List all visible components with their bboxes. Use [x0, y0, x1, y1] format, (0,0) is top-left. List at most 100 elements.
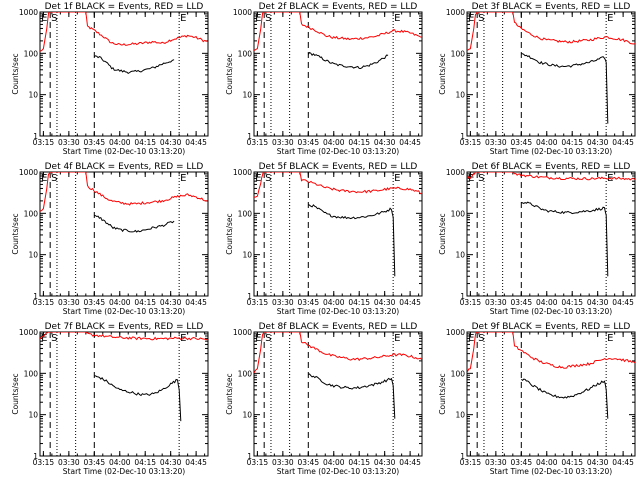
panel-7-xtick-label: 03:15 [33, 458, 55, 467]
panel-8-marker-e-2: E [394, 333, 400, 344]
panel-4-ytick-label: 1 [33, 292, 38, 301]
panel-5-ytick-label: 1000 [233, 168, 252, 177]
panel-2-xtick-label: 04:15 [348, 138, 370, 147]
panel-1-xtick-label: 04:45 [185, 138, 207, 147]
panel-1-ytick-label: 100 [24, 49, 39, 58]
panel-4-xtick-label: 04:30 [160, 298, 182, 307]
panel-8-marker-e-0: E [255, 333, 261, 344]
panel-4-title: Det 4f BLACK = Events, RED = LLD [45, 162, 204, 172]
panel-3-ytick-label: 1000 [446, 8, 465, 17]
panel-3-xtick-label: 03:30 [485, 138, 507, 147]
panel-8-xlabel: Start Time (02-Dec-10 03:13:20) [277, 467, 399, 476]
panel-7-xtick-label: 03:45 [83, 458, 105, 467]
panel-5-lld-line [254, 172, 422, 198]
panel-8-xtick-label: 04:00 [323, 458, 345, 467]
panel-7-marker-e-0: E [41, 333, 47, 344]
panel-9-ytick-label: 1 [460, 452, 465, 461]
panel-2-xlabel: Start Time (02-Dec-10 03:13:20) [277, 147, 399, 156]
panel-1-xtick-label: 04:00 [109, 138, 131, 147]
panel-5-series-group [254, 172, 422, 277]
panel-8-frame [253, 331, 423, 457]
panel-5-xtick-label: 03:30 [272, 298, 294, 307]
panel-9-xtick-label: 03:45 [510, 458, 532, 467]
panel-9-xtick-label: 04:15 [561, 458, 583, 467]
panel-3-marker-s-1: S [478, 13, 484, 24]
panel-9-title: Det 9f BLACK = Events, RED = LLD [472, 322, 631, 332]
panel-4-ylabel: Counts/sec [11, 213, 20, 254]
panel-9-xtick-label: 04:45 [612, 458, 634, 467]
panel-9-frame [466, 331, 636, 457]
panel-3-frame [466, 11, 636, 137]
panel-1-ylabel: Counts/sec [11, 53, 20, 94]
panel-1-title: Det 1f BLACK = Events, RED = LLD [45, 2, 204, 12]
panel-2-marker-e-0: E [255, 13, 261, 24]
panel-5-xlabel: Start Time (02-Dec-10 03:13:20) [277, 307, 399, 316]
panel-9-xtick-label: 03:15 [460, 458, 482, 467]
panel-1-marker-e-0: E [41, 13, 47, 24]
panel-6-ytick-label: 100 [451, 209, 466, 218]
panel-2-xtick-label: 03:15 [247, 138, 269, 147]
panel-1-xlabel: Start Time (02-Dec-10 03:13:20) [63, 147, 185, 156]
panel-9-events-line [521, 378, 609, 419]
panel-9: Det 9f BLACK = Events, RED = LLD 1 10 100 10… [438, 322, 636, 476]
panel-3-xtick-label: 04:15 [561, 138, 583, 147]
panel-2-lld-line [254, 12, 422, 51]
panel-5-xtick-label: 03:15 [247, 298, 269, 307]
panel-1-xtick-label: 03:45 [83, 138, 105, 147]
panel-8-xtick-label: 04:45 [399, 458, 421, 467]
panel-2-ytick-label: 10 [242, 91, 252, 100]
panel-5-xtick-label: 04:30 [374, 298, 396, 307]
panel-5-title: Det 5f BLACK = Events, RED = LLD [259, 162, 418, 172]
panel-2-ytick-label: 1 [247, 132, 252, 141]
panel-6-xtick-label: 04:45 [612, 298, 634, 307]
panel-5-xtick-label: 03:45 [297, 298, 319, 307]
panel-6-xtick-label: 03:45 [510, 298, 532, 307]
panel-2-marker-e-2: E [394, 13, 400, 24]
panel-9-lld-line [467, 332, 635, 373]
panel-3-xtick-label: 03:15 [460, 138, 482, 147]
panel-7-xtick-label: 04:45 [185, 458, 207, 467]
panel-6-series-group [467, 172, 635, 277]
panel-7-marker-s-1: S [51, 333, 57, 344]
panel-1-xtick-label: 04:15 [134, 138, 156, 147]
panel-8-ytick-label: 1000 [233, 328, 252, 337]
panel-7-ytick-label: 1 [33, 452, 38, 461]
panel-4: Det 4f BLACK = Events, RED = LLD 1 10 100 10… [11, 162, 209, 316]
panel-3-ytick-label: 1 [460, 132, 465, 141]
panel-7-frame [39, 331, 209, 457]
panel-2-frame [253, 11, 423, 137]
panel-1-marker-s-1: S [51, 13, 57, 24]
panel-4-xtick-label: 04:45 [185, 298, 207, 307]
panel-6-ytick-label: 1000 [446, 168, 465, 177]
panel-9-ytick-label: 100 [451, 369, 466, 378]
panel-4-marker-e-2: E [180, 173, 186, 184]
panel-7-xtick-label: 03:30 [58, 458, 80, 467]
panel-4-frame [39, 171, 209, 297]
panel-9-xlabel: Start Time (02-Dec-10 03:13:20) [490, 467, 612, 476]
panel-4-xlabel: Start Time (02-Dec-10 03:13:20) [63, 307, 185, 316]
panel-6-marker-e-0: E [468, 173, 474, 184]
panel-7-xtick-label: 04:30 [160, 458, 182, 467]
panel-9-xtick-label: 04:00 [536, 458, 558, 467]
panel-1-xtick-label: 03:15 [33, 138, 55, 147]
panel-8-xtick-label: 03:45 [297, 458, 319, 467]
panel-8-xtick-label: 04:15 [348, 458, 370, 467]
panel-2: Det 2f BLACK = Events, RED = LLD 1 10 100 10… [225, 2, 423, 156]
panel-4-lld-line [40, 172, 208, 212]
panel-4-marker-s-1: S [51, 173, 57, 184]
panel-1-series-group [40, 12, 208, 75]
panel-8: Det 8f BLACK = Events, RED = LLD 1 10 100 10… [225, 322, 423, 476]
panel-6-ytick-label: 1 [460, 292, 465, 301]
panel-5-marker-e-2: E [394, 173, 400, 184]
panel-3-series-group [467, 12, 635, 124]
panel-6-ytick-label: 10 [455, 251, 465, 260]
panel-7-ytick-label: 100 [24, 369, 39, 378]
panel-9-xtick-label: 04:30 [587, 458, 609, 467]
panel-1-xtick-label: 03:30 [58, 138, 80, 147]
panel-5: Det 5f BLACK = Events, RED = LLD 1 10 100 10… [225, 162, 423, 316]
panel-1: Det 1f BLACK = Events, RED = LLD 1 10 100 10… [11, 2, 209, 156]
panel-7-xtick-label: 04:15 [134, 458, 156, 467]
panel-4-marker-e-0: E [41, 173, 47, 184]
panel-9-ytick-label: 10 [455, 411, 465, 420]
panel-7-xtick-label: 04:00 [109, 458, 131, 467]
